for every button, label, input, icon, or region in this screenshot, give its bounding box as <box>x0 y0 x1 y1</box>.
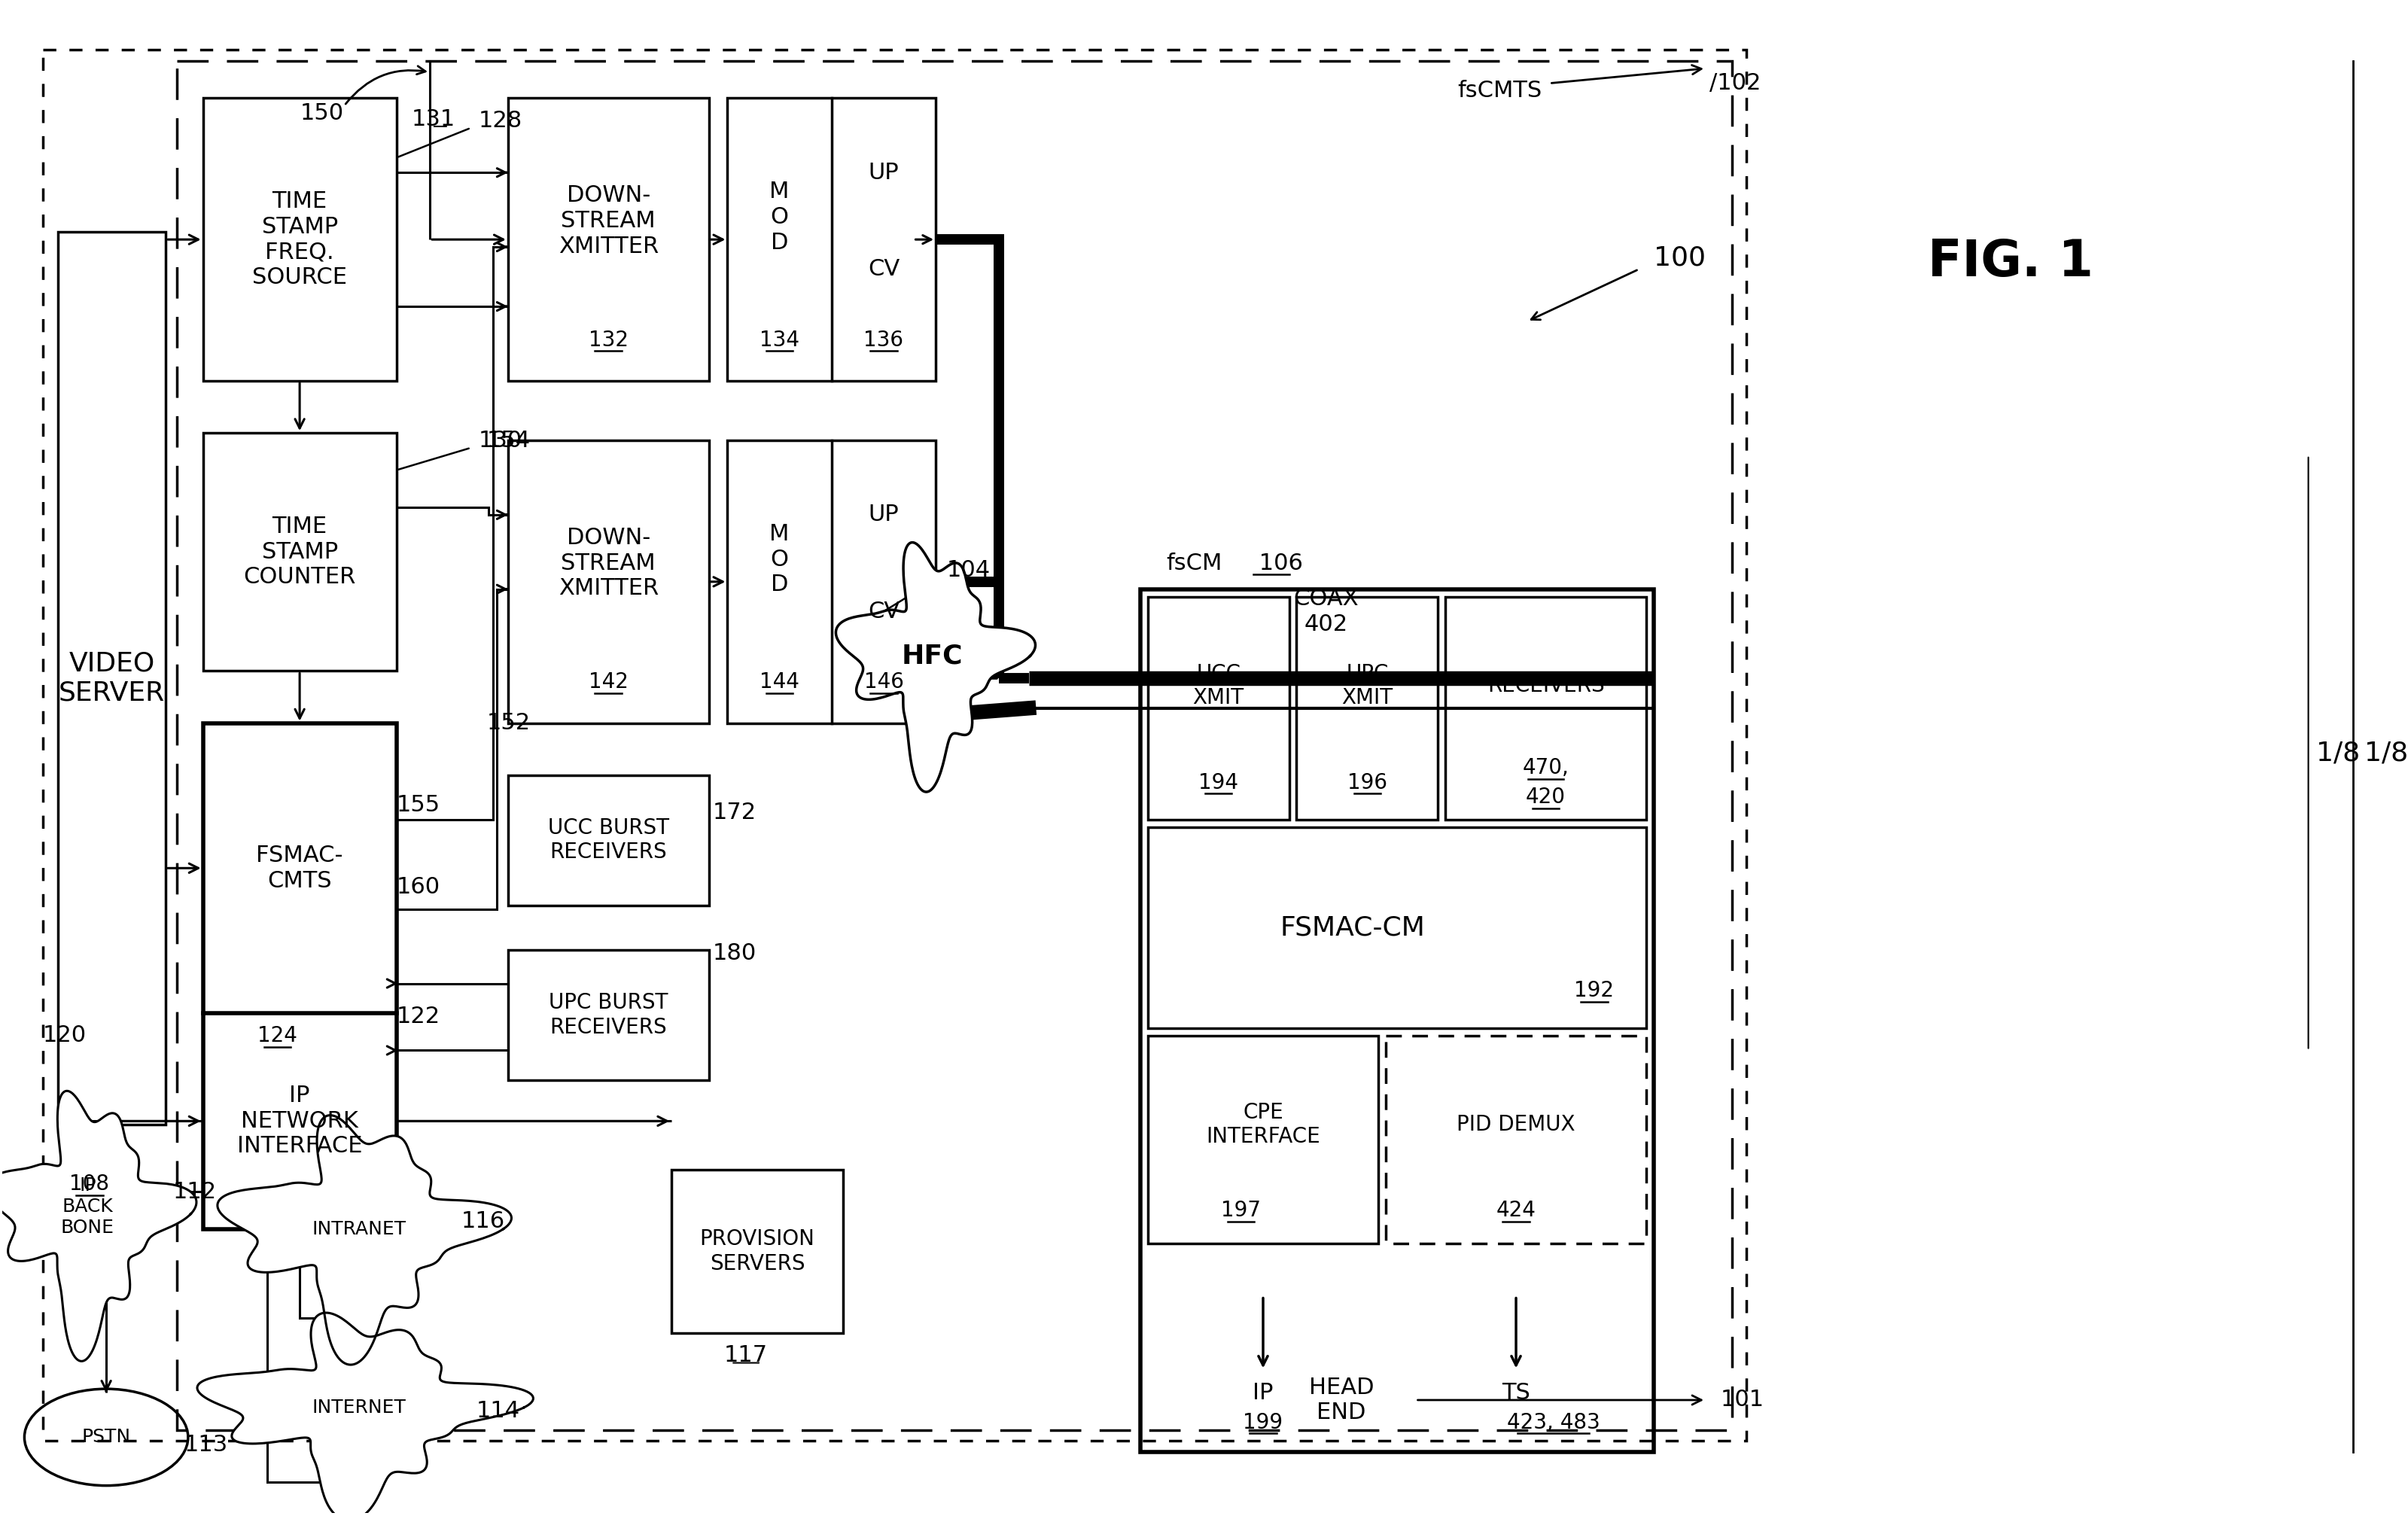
Text: UP: UP <box>869 504 898 525</box>
Bar <box>1445 597 1647 820</box>
Bar <box>202 432 397 671</box>
Text: 113: 113 <box>185 1434 229 1455</box>
Bar <box>202 723 397 1228</box>
Text: 150: 150 <box>301 102 344 123</box>
Text: PROVISION
SERVERS: PROVISION SERVERS <box>701 1228 814 1274</box>
Polygon shape <box>0 1091 197 1361</box>
Text: 108: 108 <box>70 1173 108 1195</box>
Text: 155: 155 <box>397 794 441 816</box>
Text: 470,: 470, <box>1522 756 1570 778</box>
Text: 142: 142 <box>588 671 628 693</box>
Text: RECEIVERS: RECEIVERS <box>1488 676 1604 697</box>
Bar <box>1149 828 1647 1027</box>
Text: UCC
XMIT: UCC XMIT <box>1192 664 1245 709</box>
Text: 154: 154 <box>486 429 530 452</box>
Polygon shape <box>197 1313 532 1520</box>
Text: 100: 100 <box>1654 245 1705 271</box>
Text: FIG. 1: FIG. 1 <box>1929 237 2093 286</box>
Text: 1/8: 1/8 <box>2365 740 2408 766</box>
Text: PSTN: PSTN <box>82 1428 130 1446</box>
Polygon shape <box>217 1116 510 1365</box>
Text: 196: 196 <box>1348 772 1387 793</box>
Text: 117: 117 <box>725 1344 768 1367</box>
Text: 136: 136 <box>864 329 903 350</box>
Bar <box>508 440 708 723</box>
Text: 114: 114 <box>477 1400 520 1422</box>
Text: 120: 120 <box>43 1024 87 1047</box>
Text: IP
NETWORK
INTERFACE: IP NETWORK INTERFACE <box>236 1085 361 1157</box>
Text: 106: 106 <box>1252 552 1303 574</box>
Text: 180: 180 <box>713 942 756 965</box>
Text: 122: 122 <box>397 1006 441 1027</box>
Text: 146: 146 <box>864 671 903 693</box>
Text: 134: 134 <box>759 329 799 350</box>
Text: 104: 104 <box>946 560 990 581</box>
Text: 116: 116 <box>460 1210 506 1233</box>
Text: HEAD
END: HEAD END <box>1308 1376 1373 1423</box>
Text: CV: CV <box>867 601 901 622</box>
Text: COAX
402: COAX 402 <box>1293 587 1358 635</box>
Bar <box>508 950 708 1081</box>
Text: TIME
STAMP
COUNTER: TIME STAMP COUNTER <box>243 516 356 587</box>
Text: 144: 144 <box>759 671 799 693</box>
Text: IP
BACK
BONE: IP BACK BONE <box>60 1177 113 1236</box>
Text: FSMAC-CM: FSMAC-CM <box>1279 915 1426 941</box>
Bar <box>1141 589 1654 1452</box>
Text: PID DEMUX: PID DEMUX <box>1457 1114 1575 1135</box>
Text: 124: 124 <box>258 1024 296 1046</box>
Text: 424: 424 <box>1495 1199 1536 1221</box>
Text: 420: 420 <box>1527 787 1565 808</box>
Bar <box>727 97 937 380</box>
Bar <box>202 97 397 380</box>
Text: 112: 112 <box>173 1181 217 1202</box>
Text: 131: 131 <box>412 108 455 129</box>
Text: CV: CV <box>867 259 901 280</box>
Text: UPC BURST
RECEIVERS: UPC BURST RECEIVERS <box>549 992 667 1038</box>
Polygon shape <box>836 542 1035 791</box>
Text: HFC: HFC <box>901 644 963 668</box>
Text: VIDEO
SERVER: VIDEO SERVER <box>58 651 164 706</box>
Text: 132: 132 <box>588 329 628 350</box>
Text: 194: 194 <box>1199 772 1238 793</box>
Text: 199: 199 <box>1243 1412 1283 1432</box>
Text: 152: 152 <box>486 712 530 734</box>
Text: FSMAC-
CMTS: FSMAC- CMTS <box>255 845 344 892</box>
Text: DOWN-
STREAM
XMITTER: DOWN- STREAM XMITTER <box>559 184 657 257</box>
Text: TS: TS <box>1503 1382 1531 1403</box>
Text: TIME
STAMP
FREQ.
SOURCE: TIME STAMP FREQ. SOURCE <box>253 190 347 288</box>
Text: fsCM: fsCM <box>1165 552 1223 574</box>
Text: 160: 160 <box>397 875 441 898</box>
Bar <box>1149 597 1288 820</box>
Text: IP: IP <box>1252 1382 1274 1403</box>
Text: M
O
D: M O D <box>771 524 790 595</box>
Text: CPE
INTERFACE: CPE INTERFACE <box>1206 1102 1320 1148</box>
Text: M
O
D: M O D <box>771 181 790 253</box>
Text: 128: 128 <box>479 110 523 131</box>
Bar <box>1387 1035 1647 1243</box>
Text: 1/8: 1/8 <box>2316 740 2360 766</box>
Text: 192: 192 <box>1575 980 1613 1001</box>
Bar <box>43 50 1746 1441</box>
Text: 197: 197 <box>1221 1199 1262 1221</box>
Text: /102: /102 <box>1710 73 1760 94</box>
Bar <box>727 440 937 723</box>
Text: INTRANET: INTRANET <box>313 1221 407 1237</box>
Text: UCC BURST
RECEIVERS: UCC BURST RECEIVERS <box>547 817 669 863</box>
Bar <box>58 231 166 1125</box>
Text: 130: 130 <box>479 429 523 452</box>
Text: fsCMTS: fsCMTS <box>1457 79 1541 102</box>
Text: 101: 101 <box>1722 1390 1765 1411</box>
Bar <box>1296 597 1438 820</box>
Text: 172: 172 <box>713 802 756 823</box>
Text: UP: UP <box>869 161 898 184</box>
Text: INTERNET: INTERNET <box>313 1399 407 1417</box>
Bar <box>176 61 1731 1429</box>
Text: 423, 483: 423, 483 <box>1507 1412 1599 1432</box>
Bar <box>508 775 708 906</box>
Text: DOWN-
STREAM
XMITTER: DOWN- STREAM XMITTER <box>559 527 657 600</box>
Bar <box>508 97 708 380</box>
Text: UPC
XMIT: UPC XMIT <box>1341 664 1392 709</box>
Bar <box>672 1169 843 1333</box>
Bar <box>1149 1035 1377 1243</box>
